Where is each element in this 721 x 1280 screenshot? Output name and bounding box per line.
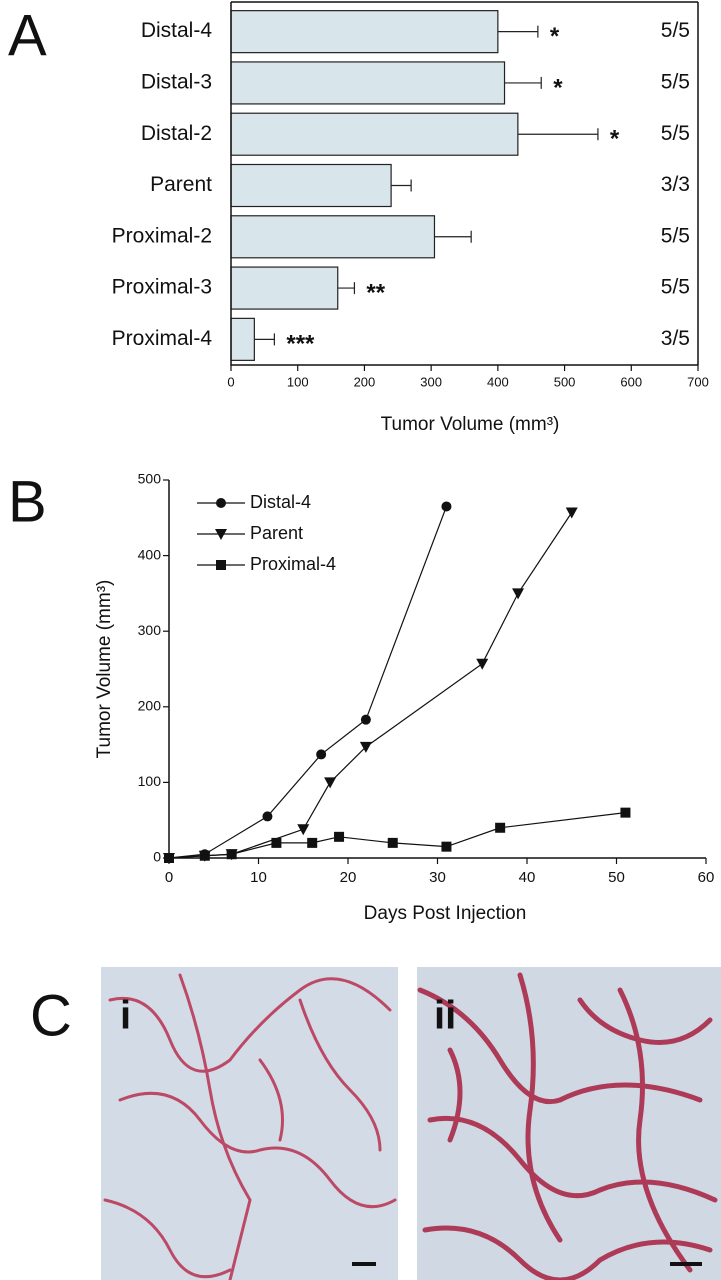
- y-tick-label: 500: [138, 471, 162, 487]
- data-point: [307, 837, 318, 848]
- x-tick-label: 400: [487, 374, 509, 389]
- x-tick-label: 10: [250, 869, 267, 886]
- bar: [230, 215, 436, 259]
- sample-fraction: 5/5: [661, 70, 690, 93]
- y-tick-label: 400: [138, 546, 162, 562]
- data-point: [387, 837, 398, 848]
- error-bar: [254, 333, 275, 346]
- sample-fraction: 5/5: [661, 276, 690, 299]
- legend-marker: [216, 498, 226, 508]
- micrograph-ii: [417, 967, 721, 1280]
- data-point: [164, 853, 174, 863]
- x-tick-label: 300: [420, 374, 442, 389]
- data-point: [226, 849, 237, 860]
- data-point: [620, 807, 631, 818]
- significance: *: [550, 23, 560, 50]
- micrograph-i: [101, 967, 398, 1280]
- category-label: Distal-3: [141, 70, 212, 93]
- panel-label: C: [30, 983, 72, 1048]
- x-tick-label: 0: [165, 869, 173, 886]
- data-point: [316, 749, 327, 760]
- x-tick-label: 200: [354, 374, 376, 389]
- x-tick-label: 50: [608, 869, 625, 886]
- x-tick-label: 700: [687, 374, 709, 389]
- y-tick-label: 300: [138, 622, 162, 638]
- legend-label: Proximal-4: [250, 554, 336, 574]
- category-label: Proximal-4: [112, 327, 213, 350]
- bar: [230, 266, 339, 310]
- category-label: Parent: [150, 173, 212, 196]
- image-label: i: [120, 994, 131, 1038]
- error-bar: [434, 230, 472, 243]
- category-label: Distal-2: [141, 122, 212, 145]
- x-tick-label: 60: [698, 869, 715, 886]
- bar: [230, 317, 255, 361]
- bar: [230, 163, 392, 208]
- bar: [230, 61, 506, 105]
- data-point: [441, 841, 452, 852]
- data-point: [334, 831, 345, 842]
- x-tick-label: 100: [287, 374, 309, 389]
- sample-fraction: 3/3: [661, 173, 690, 196]
- data-point: [199, 850, 210, 861]
- data-point: [565, 507, 578, 519]
- error-bar: [517, 128, 599, 141]
- sample-fraction: 5/5: [661, 224, 690, 247]
- x-axis-label: Tumor Volume (mm³): [381, 414, 560, 435]
- legend-label: Distal-4: [250, 492, 311, 512]
- y-tick-label: 100: [138, 773, 162, 789]
- x-tick-label: 600: [620, 374, 642, 389]
- data-point: [441, 501, 452, 512]
- bar: [230, 112, 519, 156]
- significance: *: [610, 126, 620, 153]
- category-label: Proximal-2: [112, 224, 212, 247]
- x-tick-label: 20: [340, 869, 357, 886]
- data-point: [324, 777, 337, 789]
- legend-marker: [216, 560, 226, 570]
- category-label: Distal-4: [141, 19, 213, 42]
- data-point: [271, 837, 282, 848]
- y-tick-label: 200: [138, 698, 162, 714]
- data-point: [359, 741, 372, 753]
- y-tick-label: 0: [153, 849, 161, 865]
- data-line: [168, 812, 626, 859]
- significance: **: [366, 279, 385, 306]
- category-label: Proximal-3: [112, 276, 212, 299]
- x-axis-label: Days Post Injection: [364, 903, 527, 924]
- x-tick-label: 0: [227, 374, 234, 389]
- panel-label: A: [8, 3, 47, 68]
- error-bar: [337, 282, 356, 295]
- error-bar: [504, 76, 542, 89]
- data-point: [476, 658, 489, 670]
- panel-label: B: [8, 469, 47, 534]
- image-label: ii: [434, 994, 456, 1038]
- error-bar: [391, 179, 412, 192]
- y-axis-label: Tumor Volume (mm³): [94, 580, 115, 759]
- x-tick-label: 30: [429, 869, 446, 886]
- sample-fraction: 5/5: [661, 122, 690, 145]
- x-tick-label: 40: [519, 869, 536, 886]
- legend-marker: [215, 529, 227, 540]
- data-point: [360, 714, 371, 725]
- error-bar: [497, 25, 539, 38]
- legend-label: Parent: [250, 523, 303, 543]
- significance: *: [553, 74, 563, 101]
- significance: ***: [286, 331, 315, 358]
- data-point: [297, 824, 310, 836]
- data-point: [512, 588, 525, 600]
- bar: [230, 10, 499, 54]
- sample-fraction: 5/5: [661, 19, 690, 42]
- data-point: [262, 811, 273, 822]
- sample-fraction: 3/5: [661, 327, 690, 350]
- data-line: [168, 512, 573, 859]
- x-tick-label: 500: [554, 374, 576, 389]
- data-line: [168, 506, 448, 859]
- data-point: [495, 822, 506, 833]
